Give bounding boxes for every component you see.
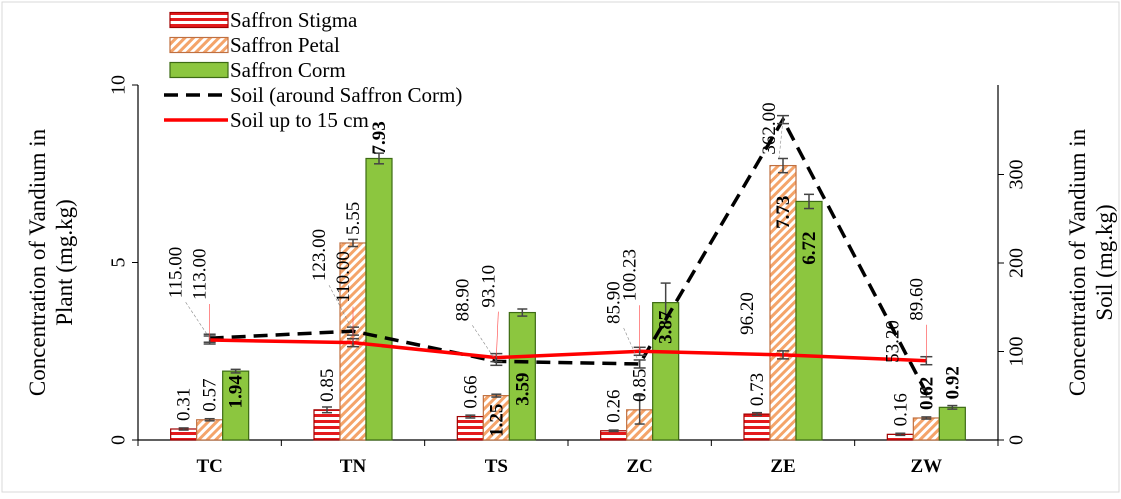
- bar-value-label: 0.85: [317, 369, 338, 402]
- bar-value-label: 1.94: [226, 375, 247, 409]
- soil-15cm-value-label: 93.10: [478, 265, 499, 308]
- corm-bar: [938, 406, 966, 441]
- legend-swatch: [169, 11, 229, 29]
- corm-bar: [222, 370, 250, 441]
- bar-value-label: 0.31: [174, 388, 195, 421]
- left-tick-label: 10: [108, 75, 130, 95]
- legend-label: Saffron Petal: [230, 33, 340, 57]
- x-tick-label: ZW: [910, 456, 942, 477]
- stigma-bar: [456, 415, 484, 441]
- bar-value-label: 5.55: [343, 202, 364, 235]
- bar-value-label: 0.26: [604, 390, 625, 423]
- right-tick-label: 0: [1006, 435, 1028, 445]
- legend-label: Saffron Stigma: [230, 8, 358, 32]
- soil-around-corm-value-label: 115.00: [166, 247, 187, 299]
- x-tick-label: TN: [340, 456, 367, 477]
- stigma-bar: [313, 409, 341, 441]
- bar-value-label: 6.72: [799, 231, 820, 264]
- bar-value-label: 0.16: [890, 393, 911, 426]
- soil-around-corm-leader: [185, 302, 210, 339]
- bar-value-label: 0.92: [942, 366, 963, 399]
- x-tick-label: TC: [196, 456, 222, 477]
- soil-15cm-value-label: 110.00: [333, 251, 354, 303]
- soil-around-corm-value-label: 88.90: [452, 279, 473, 322]
- corm-bar: [795, 200, 823, 441]
- bar-value-label: 1.25: [486, 404, 507, 437]
- right-tick-label: 300: [1006, 160, 1028, 190]
- bar-value-label: 7.93: [369, 121, 390, 154]
- corm-bar: [365, 157, 393, 441]
- soil-15cm-line: [209, 338, 927, 363]
- x-tick-label: TS: [485, 456, 508, 477]
- legend-label: Soil up to 15 cm: [230, 108, 369, 132]
- soil-15cm-leader: [496, 311, 499, 358]
- bar-value-label: 0.62: [916, 377, 937, 410]
- legend-swatch: [169, 61, 229, 79]
- legend-label: Soil (around Saffron Corm): [230, 83, 462, 107]
- legend-label: Saffron Corm: [230, 58, 346, 82]
- x-tick-label: ZE: [770, 456, 795, 477]
- soil-15cm-value-label: 96.20: [737, 292, 758, 335]
- bar-value-label: 7.73: [773, 196, 794, 229]
- right-axis-title: Concentration of Vandium in: [1065, 128, 1090, 396]
- bar-value-label: 3.59: [512, 373, 533, 406]
- soil-15cm-value-label: 100.23: [620, 249, 641, 301]
- soil-around-corm-value-label: 362.00: [759, 102, 780, 154]
- soil-around-corm-leader: [328, 285, 354, 332]
- bar-value-label: 3.87: [656, 310, 677, 344]
- corm-bar: [508, 311, 536, 441]
- stigma-bar: [743, 413, 771, 441]
- soil-15cm-value-label: 89.60: [906, 278, 927, 321]
- petal-bar: [912, 417, 940, 441]
- left-tick-label: 5: [108, 258, 130, 268]
- left-tick-label: 0: [108, 435, 130, 445]
- right-axis-title-line2: Soil (mg.kg): [1092, 204, 1117, 320]
- left-axis-title: Concentration of Vandium in: [25, 128, 50, 396]
- soil-around-corm-leader: [778, 119, 784, 159]
- soil-around-corm-value-label: 85.90: [604, 281, 625, 324]
- soil-around-corm-value-label: 53.20: [882, 320, 903, 363]
- soil-around-corm-value-label: 123.00: [309, 229, 330, 281]
- legend-swatch: [169, 36, 229, 54]
- x-tick-label: ZC: [626, 456, 652, 477]
- soil-15cm-value-label: 113.00: [190, 248, 211, 300]
- left-axis-title-line2: Plant (mg.kg): [52, 199, 77, 326]
- bar-value-label: 0.73: [747, 373, 768, 406]
- bar-value-label: 0.66: [460, 375, 481, 408]
- petal-bar: [196, 419, 224, 441]
- right-tick-label: 100: [1006, 337, 1028, 367]
- bar-value-label: 0.57: [200, 379, 221, 412]
- bar-value-label: 0.85: [630, 369, 651, 402]
- soil-around-corm-leader: [623, 327, 640, 365]
- right-tick-label: 200: [1006, 248, 1028, 278]
- soil-around-corm-line: [209, 116, 928, 394]
- soil-around-corm-leader: [472, 325, 497, 362]
